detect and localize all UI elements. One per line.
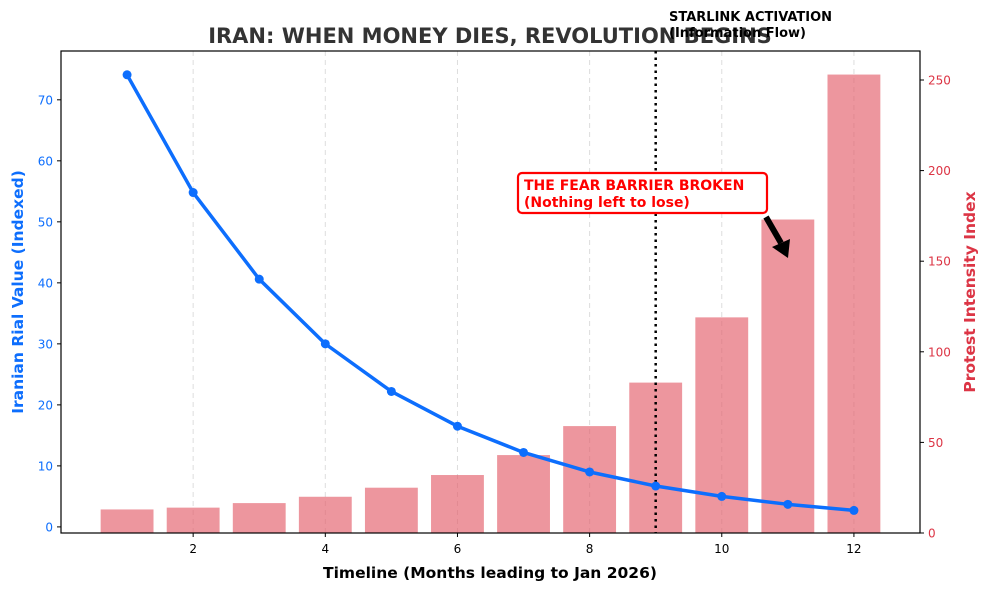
fear-barrier-callout: THE FEAR BARRIER BROKEN (Nothing left to… xyxy=(516,171,790,258)
rial-point xyxy=(122,70,132,80)
rial-point xyxy=(320,339,330,349)
rial-point xyxy=(386,386,396,396)
plot-frame xyxy=(60,50,921,534)
left-axis-ticks: 0 10 20 30 40 50 60 70 xyxy=(38,93,61,534)
protest-bar xyxy=(497,455,550,533)
callout-box xyxy=(516,171,769,215)
svg-text:4: 4 xyxy=(321,542,329,556)
protest-bar xyxy=(761,219,815,533)
rial-point xyxy=(519,447,529,457)
protest-bar xyxy=(100,509,154,533)
svg-text:40: 40 xyxy=(38,276,53,290)
svg-text:0: 0 xyxy=(928,527,936,541)
svg-text:10: 10 xyxy=(714,542,729,556)
rial-point xyxy=(188,188,198,198)
starlink-label-line2: (Information Flow) xyxy=(669,26,806,41)
svg-text:10: 10 xyxy=(38,459,53,473)
svg-text:250: 250 xyxy=(928,73,951,87)
protest-bar xyxy=(364,487,418,533)
x-axis-ticks: 2 4 6 8 10 12 xyxy=(189,533,862,556)
left-axis-label: Iranian Rial Value (Indexed) xyxy=(9,170,27,414)
rial-point xyxy=(452,421,462,431)
svg-text:100: 100 xyxy=(928,345,951,359)
protest-bar xyxy=(298,496,352,533)
protest-bar xyxy=(166,507,220,533)
svg-text:50: 50 xyxy=(38,215,53,229)
callout-line2: (Nothing left to lose) xyxy=(524,195,690,211)
rial-point xyxy=(849,505,859,515)
svg-text:50: 50 xyxy=(928,436,943,450)
protest-bar xyxy=(431,475,484,533)
protest-bar xyxy=(827,74,881,533)
rial-line xyxy=(122,70,859,515)
svg-text:30: 30 xyxy=(38,337,53,351)
starlink-label-line1: STARLINK ACTIVATION xyxy=(669,10,832,25)
right-axis-label: Protest Intensity Index xyxy=(961,191,979,392)
svg-text:150: 150 xyxy=(928,255,951,269)
rial-point xyxy=(254,274,264,284)
svg-text:0: 0 xyxy=(45,520,53,534)
protest-bar xyxy=(629,382,683,533)
svg-text:20: 20 xyxy=(38,398,53,412)
rial-point xyxy=(585,467,595,477)
rial-point xyxy=(783,499,793,509)
x-axis-label: Timeline (Months leading to Jan 2026) xyxy=(323,564,657,582)
svg-text:60: 60 xyxy=(38,154,53,168)
svg-text:200: 200 xyxy=(928,164,951,178)
rial-point xyxy=(651,481,661,491)
svg-text:6: 6 xyxy=(454,542,462,556)
svg-text:2: 2 xyxy=(189,542,197,556)
right-axis-ticks: 0 50 100 150 200 250 xyxy=(920,73,951,541)
svg-text:8: 8 xyxy=(586,542,594,556)
chart-title: IRAN: WHEN MONEY DIES, REVOLUTION BEGINS xyxy=(208,24,772,48)
callout-line1: THE FEAR BARRIER BROKEN xyxy=(524,178,744,194)
svg-text:70: 70 xyxy=(38,93,53,107)
svg-text:12: 12 xyxy=(846,542,861,556)
protest-bars xyxy=(100,74,881,533)
rial-point xyxy=(717,491,727,501)
arrow-icon xyxy=(763,215,790,258)
protest-bar xyxy=(563,426,617,533)
protest-bar xyxy=(232,503,286,533)
